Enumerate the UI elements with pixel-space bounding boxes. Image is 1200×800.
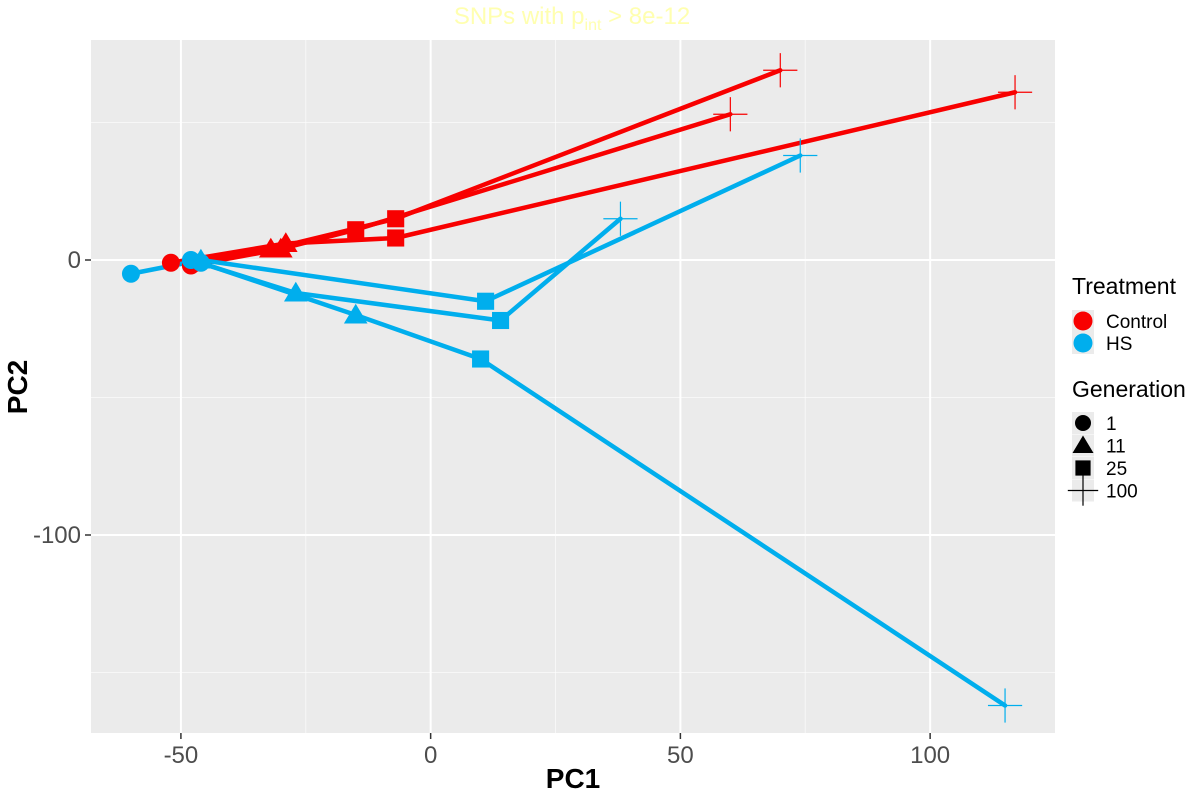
data-point-control-gen-100 <box>713 97 748 132</box>
data-point-control-gen-100 <box>763 53 798 88</box>
data-point-hs-gen-100 <box>603 201 638 236</box>
data-point-hs-gen-100 <box>783 138 818 173</box>
legend-label-gen-25: 25 <box>1106 459 1127 480</box>
data-point-hs-gen-11 <box>343 303 368 324</box>
legend-key-gen-25 <box>1075 460 1091 476</box>
legend-label-gen-100: 100 <box>1106 482 1138 503</box>
y-axis-title: PC2 <box>2 360 33 414</box>
legend-label-gen-1: 1 <box>1106 414 1117 435</box>
series-lines <box>128 68 1018 708</box>
data-point-control-gen-25 <box>387 229 405 247</box>
chart-title-main: SNPs with p <box>454 3 585 30</box>
plot-panel <box>91 40 1055 733</box>
tick-labels: -50 0 50 100 -100 0 <box>33 247 950 769</box>
legend-key-gen-100 <box>1067 475 1099 506</box>
legend-key-gen-1 <box>1075 415 1091 431</box>
data-point-control-gen-11 <box>259 237 283 258</box>
chart-title-subscript: int <box>585 17 602 34</box>
legend-label-hs: HS <box>1106 334 1132 355</box>
legend-label-gen-11: 11 <box>1106 437 1126 458</box>
legend-label-control: Control <box>1106 312 1167 333</box>
x-tick-label: 100 <box>910 742 950 769</box>
data-point-control-gen-1 <box>161 253 180 272</box>
data-point-control-gen-11 <box>273 232 298 252</box>
legend-treatment-title: Treatment <box>1072 273 1177 299</box>
chart-title-tail: > 8e-12 <box>601 3 690 30</box>
series-points <box>121 53 1033 723</box>
data-point-hs-gen-25 <box>477 292 495 310</box>
data-point-control-gen-25 <box>347 221 365 239</box>
data-point-hs-gen-1 <box>191 253 210 272</box>
data-point-hs-gen-25 <box>472 350 490 368</box>
series-line-control-3 <box>193 68 783 265</box>
data-point-hs-gen-1 <box>121 264 140 283</box>
series-line-control-2 <box>168 90 1018 265</box>
chart-title: SNPs with pint > 8e-12 <box>454 3 690 34</box>
x-axis-title: PC1 <box>546 763 600 794</box>
y-tick-label: 0 <box>68 247 81 274</box>
axis-ticks <box>85 259 931 739</box>
data-point-control-gen-100 <box>997 75 1033 110</box>
x-tick-label: 50 <box>667 742 694 769</box>
legend-key-hs <box>1073 333 1093 353</box>
data-point-hs-gen-11 <box>283 281 308 302</box>
y-tick-label: -100 <box>33 522 81 549</box>
legend-generation-title: Generation <box>1072 376 1186 402</box>
data-point-hs-gen-100 <box>987 688 1023 723</box>
data-point-hs-gen-25 <box>492 311 510 330</box>
x-tick-label: 0 <box>424 742 437 769</box>
legend-key-gen-11 <box>1072 435 1094 453</box>
legend-key-control <box>1073 311 1093 331</box>
series-line-hs-6 <box>198 260 1008 708</box>
x-tick-label: -50 <box>164 742 199 769</box>
data-point-control-gen-25 <box>387 210 405 228</box>
